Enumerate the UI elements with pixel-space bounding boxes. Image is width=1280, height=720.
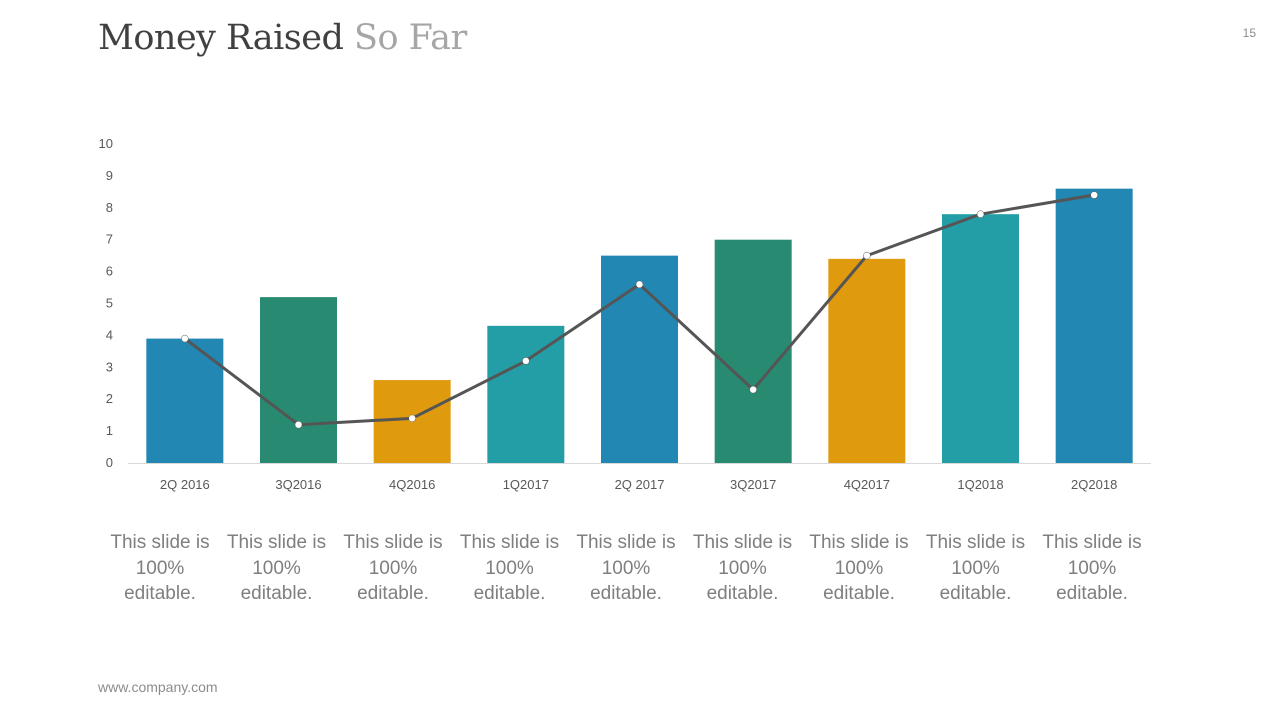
y-tick-label: 8 (106, 200, 113, 215)
line-point (522, 357, 530, 365)
caption-text: This slide is 100% editable. (459, 532, 560, 604)
y-tick-label: 1 (106, 423, 113, 438)
x-tick-label: 2Q2018 (1071, 477, 1117, 492)
money-raised-chart: 0 1 2 3 4 5 6 7 8 9 10 2Q 2016 3Q2016 4Q2016 1Q2017 2Q … (99, 136, 1151, 492)
title-main: Money Raised (98, 18, 344, 58)
line-point (1090, 191, 1098, 199)
caption-text: This slide is 100% editable. (226, 532, 327, 604)
bar-3q2017 (714, 239, 792, 463)
caption-text: This slide is 100% editable. (343, 532, 443, 604)
x-tick-label: 3Q2017 (730, 477, 776, 492)
y-tick-label: 10 (99, 136, 113, 151)
y-tick-label: 5 (106, 296, 113, 311)
line-point (635, 280, 644, 289)
bar-2q2018 (1055, 188, 1133, 463)
x-tick-label: 1Q2017 (503, 477, 549, 492)
x-tick-label: 3Q2016 (275, 477, 321, 492)
caption-text: This slide is 100% editable. (925, 532, 1026, 604)
bar-1q2018 (942, 214, 1019, 463)
y-tick-label: 9 (106, 168, 113, 183)
x-tick-label: 4Q2016 (389, 477, 435, 492)
footer-url: www.company.com (98, 679, 218, 695)
line-point (749, 385, 757, 394)
y-tick-label: 4 (106, 327, 113, 342)
y-tick-label: 3 (106, 359, 113, 374)
page-number: 15 (1242, 26, 1256, 40)
caption-row: This slide is 100% editable. This slide i… (0, 530, 1280, 610)
caption-text: This slide is 100% editable. (692, 532, 793, 604)
x-tick-label: 2Q 2016 (160, 477, 210, 492)
y-tick-label: 7 (106, 232, 113, 247)
title-accent: So Far (354, 18, 467, 58)
y-tick-label: 6 (106, 264, 113, 279)
y-tick-label: 0 (106, 455, 113, 470)
slide-title: Money Raised So Far (98, 14, 467, 62)
y-tick-label: 2 (106, 391, 113, 406)
x-tick-label: 1Q2018 (957, 477, 1003, 492)
bar-3q2016 (260, 297, 337, 463)
line-point (408, 414, 416, 423)
x-tick-label: 4Q2017 (844, 477, 890, 492)
line-point (976, 210, 985, 218)
caption-text: This slide is 100% editable. (1042, 532, 1142, 604)
caption-text: This slide is 100% editable. (110, 532, 210, 604)
bar-2q2017 (601, 255, 678, 463)
x-tick-label: 2Q 2017 (615, 477, 665, 492)
caption-text: This slide is 100% editable. (576, 532, 676, 604)
caption-text: This slide is 100% editable. (809, 532, 909, 604)
bar-1q2017 (487, 325, 565, 463)
bar-4q2017 (828, 258, 906, 463)
line-point (863, 251, 871, 260)
line-point (181, 334, 189, 343)
line-point (294, 420, 303, 429)
